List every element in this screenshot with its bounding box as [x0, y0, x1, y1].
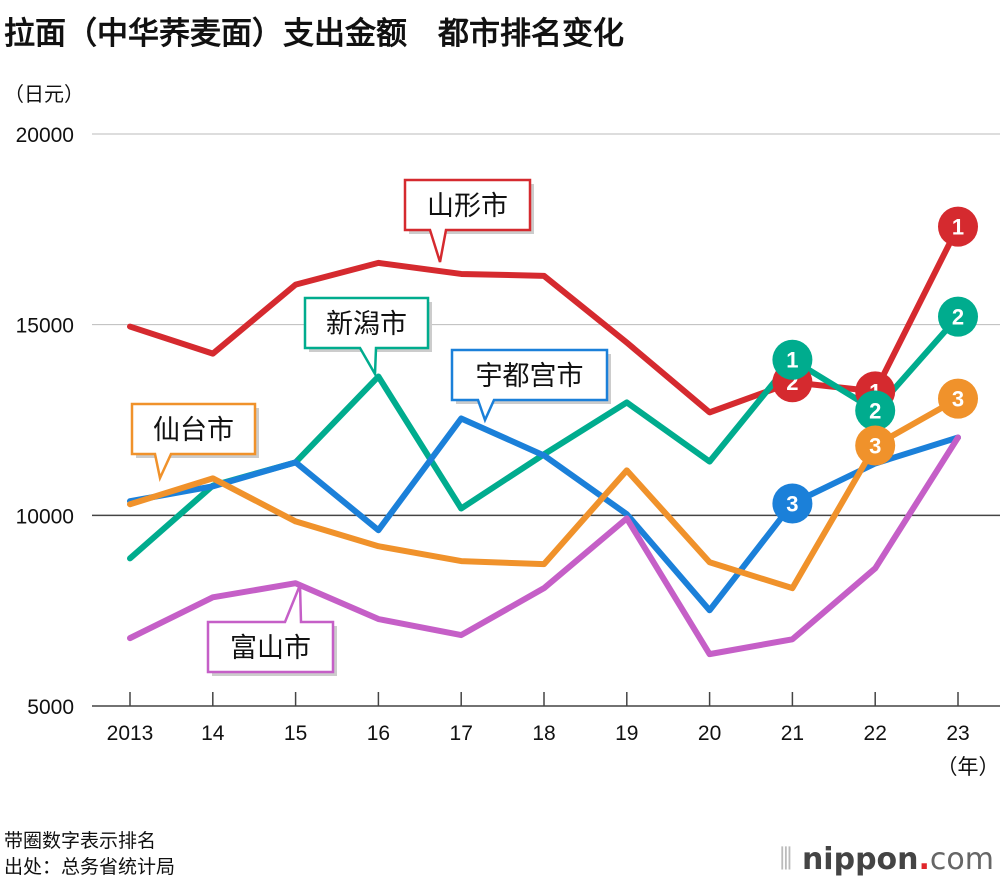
callout-box — [206, 584, 335, 674]
rank-badge — [855, 425, 896, 466]
series-line — [127, 395, 961, 592]
series-label: 山形市 — [427, 191, 508, 222]
rank-number: 3 — [869, 434, 881, 459]
note-rank: 带圈数字表示排名 — [4, 830, 157, 852]
rank-number: 1 — [952, 215, 964, 240]
note-source: 出处：总务省统计局 — [4, 856, 176, 878]
callout-box — [403, 178, 532, 263]
rank-badge — [938, 206, 978, 247]
y-tick-label: 5000 — [27, 696, 74, 719]
callout-box — [303, 296, 430, 379]
x-tick-label: 14 — [201, 722, 225, 745]
y-axis-unit: （日元） — [4, 82, 84, 106]
x-tick-label: 22 — [864, 722, 887, 745]
x-tick-label: 23 — [946, 722, 969, 745]
series-line — [127, 434, 961, 658]
series-line — [127, 223, 961, 416]
rank-badge — [772, 483, 813, 524]
nippon-logo: ⦀ nippon.com — [779, 842, 994, 877]
series-label: 仙台市 — [153, 415, 234, 446]
y-tick-label: 15000 — [16, 315, 74, 338]
x-tick-label: 17 — [450, 722, 473, 745]
series-line — [127, 415, 961, 614]
x-tick-label: 21 — [781, 722, 804, 745]
series-label: 新潟市 — [326, 309, 407, 340]
series-label: 富山市 — [230, 633, 311, 664]
x-tick-label: 20 — [698, 722, 721, 745]
rank-number: 2 — [952, 305, 964, 330]
chart-title: 拉面（中华荞麦面）支出金额 都市排名变化 — [4, 16, 624, 52]
x-tick-label: 16 — [367, 722, 390, 745]
series-label: 宇都宫市 — [476, 361, 584, 392]
x-tick-label: 15 — [284, 722, 307, 745]
rank-number: 3 — [786, 492, 798, 517]
rank-badge — [938, 378, 978, 419]
y-tick-label: 10000 — [16, 505, 74, 528]
rank-number: 3 — [952, 387, 964, 412]
x-tick-label: 2013 — [107, 722, 154, 745]
y-tick-label: 20000 — [16, 124, 74, 147]
x-tick-label: 19 — [615, 722, 638, 745]
rank-number: 1 — [786, 348, 798, 373]
x-axis-unit: （年） — [937, 756, 1000, 779]
logo-mark-icon: ⦀ — [779, 842, 802, 877]
rank-badge — [938, 296, 978, 337]
callout-box — [130, 402, 257, 482]
x-tick-label: 18 — [532, 722, 555, 745]
rank-badge — [772, 339, 813, 380]
rank-number: 2 — [869, 398, 881, 423]
rank-badge — [855, 390, 896, 431]
callout-box — [450, 348, 609, 424]
